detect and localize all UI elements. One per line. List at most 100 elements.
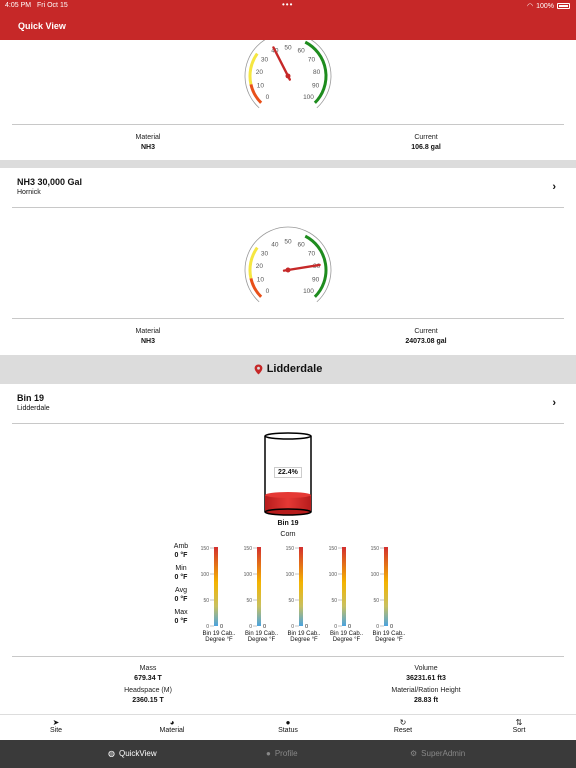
thermometer-tick-label: 150 — [286, 546, 295, 552]
material-label: Material — [135, 134, 161, 141]
quick-view-list[interactable]: 0102030405060708090100 Material NH3 Curr… — [0, 40, 576, 714]
sort-icon: ⇅ — [515, 718, 523, 727]
thermometer-reading: 0 — [348, 624, 351, 630]
thermometer-tick-label: 100 — [371, 572, 380, 578]
cable-label: Bin 19 Cab.. Degree °F — [196, 631, 242, 643]
tank2-current: Current 24073.08 gal — [326, 327, 526, 347]
bottom-tab-bar: ◍ QuickView ● Profile ⚙ SuperAdmin — [0, 740, 576, 768]
thermometer-tick-label: 0 — [376, 624, 379, 630]
thermometer-tick-label: 100 — [243, 572, 252, 578]
thermometer-tick-label: 100 — [328, 572, 337, 578]
navigation-arrow-icon: ➤ — [52, 718, 60, 727]
page-title: Quick View — [18, 21, 66, 31]
gauge-tick-label: 80 — [313, 69, 321, 76]
temp-label-amb: Amb — [173, 543, 189, 550]
sort-button[interactable]: ⇅ Sort — [479, 718, 559, 734]
gauge-hub — [285, 73, 291, 79]
multitasking-dots[interactable]: ••• — [282, 0, 294, 9]
tab-profile[interactable]: ● Profile — [266, 749, 298, 758]
tank2-material: Material NH3 — [48, 327, 248, 347]
gauge-tick-label: 100 — [303, 94, 314, 101]
material-button[interactable]: ◕ Material — [132, 718, 212, 734]
chevron-right-icon[interactable]: › — [552, 397, 556, 409]
gauge-band-high — [304, 234, 328, 298]
gauge-tick-label: 50 — [284, 45, 292, 52]
height-value: 28.83 ft — [413, 697, 439, 704]
gauge-band-mid — [248, 246, 259, 279]
bin-title: Bin 19 — [17, 393, 45, 403]
status-right: ◠ 100% — [527, 2, 570, 10]
thermometer-tick-label: 50 — [246, 598, 252, 604]
divider — [12, 656, 564, 657]
gauge-tick-label: 10 — [257, 82, 265, 89]
thermometer-tick-label: 150 — [243, 546, 252, 552]
cable-name: Bin 19 Cab.. — [202, 631, 236, 637]
tab-profile-label: Profile — [274, 749, 298, 758]
material-value: NH3 — [140, 144, 155, 151]
cable-label: Bin 19 Cab.. Degree °F — [366, 631, 412, 643]
divider — [12, 318, 564, 319]
temp-value-max: 0 °F — [174, 618, 188, 625]
bin-fill-percent: 22.4% — [274, 467, 302, 478]
site-button[interactable]: ➤ Site — [16, 718, 96, 734]
material-button-label: Material — [159, 727, 185, 734]
cable-unit: Degree °F — [332, 637, 361, 643]
gauge-tick-label: 100 — [303, 288, 314, 295]
location-pin-icon — [254, 364, 263, 374]
temp-label-avg: Avg — [175, 587, 187, 594]
action-toolbar: ➤ Site ◕ Material ● Status ↻ Reset ⇅ Sor… — [0, 714, 576, 740]
bin-row-bin-19[interactable]: Bin 19 Lidderdale › — [0, 384, 576, 424]
gauge-tick-label: 30 — [261, 56, 269, 63]
tank-row-nh3-30000[interactable]: NH3 30,000 Gal Hornick › — [0, 168, 576, 208]
wifi-icon: ◠ — [526, 3, 534, 10]
thermometer-reading: 0 — [305, 624, 308, 630]
cable-thermometer: 150 100 50 0 0 — [243, 546, 265, 630]
cable-label: Bin 19 Cab.. Degree °F — [324, 631, 370, 643]
refresh-icon: ↻ — [399, 718, 407, 727]
current-label: Current — [414, 134, 438, 141]
status-time: 4:05 PM — [5, 2, 32, 9]
cable-thermometer: 150 100 50 0 0 — [286, 546, 308, 630]
thermometer-bar — [256, 547, 261, 626]
chevron-right-icon[interactable]: › — [552, 181, 556, 193]
thermometer-reading: 0 — [220, 624, 223, 630]
tank-gauge-2: 0102030405060708090100 — [244, 226, 332, 303]
thermometer-tick-label: 150 — [201, 546, 210, 552]
gauge-band-mid — [248, 52, 259, 85]
thermometer-tick-label: 150 — [371, 546, 380, 552]
tank-subtitle: Hornick — [17, 189, 41, 196]
thermometer-bar — [341, 547, 346, 626]
admin-icon: ⚙ — [410, 749, 418, 758]
gauge-outer-ring — [244, 40, 332, 109]
sort-button-label: Sort — [512, 727, 526, 734]
temperature-summary: Amb 0 °F Min 0 °F Avg 0 °F Max 0 °F — [170, 542, 192, 626]
gauge-tick-label: 0 — [266, 288, 270, 295]
divider — [12, 423, 564, 424]
headspace-value: 2360.15 T — [132, 697, 164, 704]
gauge-tick-label: 30 — [261, 250, 269, 257]
material-value: NH3 — [140, 338, 155, 345]
tab-quickview[interactable]: ◍ QuickView — [108, 749, 157, 758]
battery-percent: 100% — [536, 2, 554, 10]
reset-button[interactable]: ↻ Reset — [363, 718, 443, 734]
status-button[interactable]: ● Status — [248, 718, 328, 734]
bin-commodity: Corn — [280, 531, 296, 538]
gauge-tick-label: 50 — [284, 239, 292, 246]
site-button-label: Site — [49, 727, 63, 734]
gauge-tick-label: 20 — [256, 69, 264, 76]
cable-name: Bin 19 Cab.. — [372, 631, 406, 637]
tab-superadmin[interactable]: ⚙ SuperAdmin — [410, 749, 465, 758]
thermometer-tick-label: 100 — [286, 572, 295, 578]
nav-header: Quick View — [0, 12, 576, 40]
gauge-band-high — [304, 40, 328, 104]
cable-unit: Degree °F — [375, 637, 403, 643]
thermometer-tick-label: 100 — [201, 572, 210, 578]
current-label: Current — [414, 328, 438, 335]
gauge-tick-label: 10 — [257, 276, 265, 283]
temp-value-min: 0 °F — [174, 574, 188, 581]
bin-name: Bin 19 — [277, 520, 299, 527]
bin-height: Material/Ration Height 28.83 ft — [326, 686, 526, 706]
thermometer-reading: 0 — [390, 624, 393, 630]
globe-icon: ◍ — [108, 749, 115, 758]
cable-name: Bin 19 Cab.. — [329, 631, 364, 637]
